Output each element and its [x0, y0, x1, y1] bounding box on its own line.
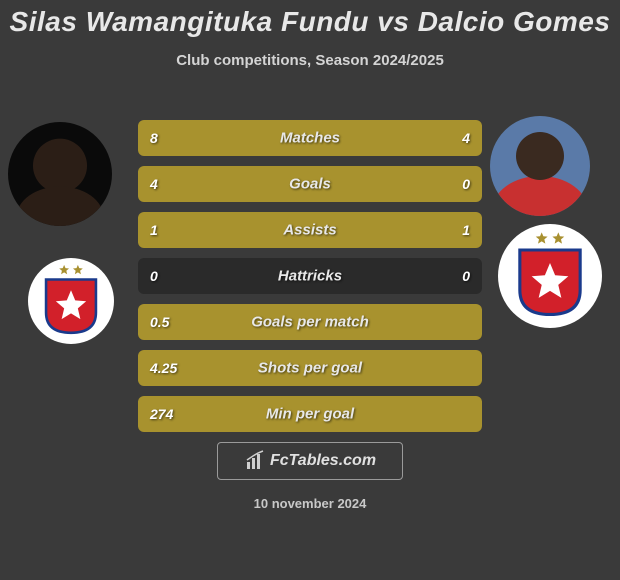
stat-row: 4.25Shots per goal	[138, 350, 482, 386]
avatar-right-placeholder	[490, 116, 590, 216]
comparison-infographic: Silas Wamangituka Fundu vs Dalcio Gomes …	[0, 0, 620, 580]
stat-label: Goals per match	[138, 314, 482, 331]
club-right-crest-icon	[498, 224, 602, 328]
footer-logo-text: FcTables.com	[270, 452, 376, 470]
player-right-avatar	[490, 116, 590, 216]
club-left-crest-icon	[28, 258, 114, 344]
stat-label: Assists	[138, 222, 482, 239]
stat-row: 84Matches	[138, 120, 482, 156]
avatar-left-placeholder	[8, 122, 112, 226]
page-title: Silas Wamangituka Fundu vs Dalcio Gomes	[0, 0, 620, 38]
bar-chart-icon	[244, 450, 266, 472]
player-left-avatar	[8, 122, 112, 226]
stat-label: Hattricks	[138, 268, 482, 285]
stat-label: Goals	[138, 176, 482, 193]
stat-row: 274Min per goal	[138, 396, 482, 432]
stat-row: 11Assists	[138, 212, 482, 248]
stat-row: 40Goals	[138, 166, 482, 202]
footer-date: 10 november 2024	[0, 496, 620, 511]
stat-label: Min per goal	[138, 406, 482, 423]
player-left-club-badge	[28, 258, 114, 344]
stat-row: 00Hattricks	[138, 258, 482, 294]
player-right-club-badge	[498, 224, 602, 328]
stat-row: 0.5Goals per match	[138, 304, 482, 340]
stat-label: Matches	[138, 130, 482, 147]
comparison-bars: 84Matches 40Goals 11Assists 00Hattricks 0.5G…	[138, 120, 482, 442]
fctables-logo: FcTables.com	[217, 442, 403, 480]
subtitle: Club competitions, Season 2024/2025	[0, 52, 620, 69]
stat-label: Shots per goal	[138, 360, 482, 377]
